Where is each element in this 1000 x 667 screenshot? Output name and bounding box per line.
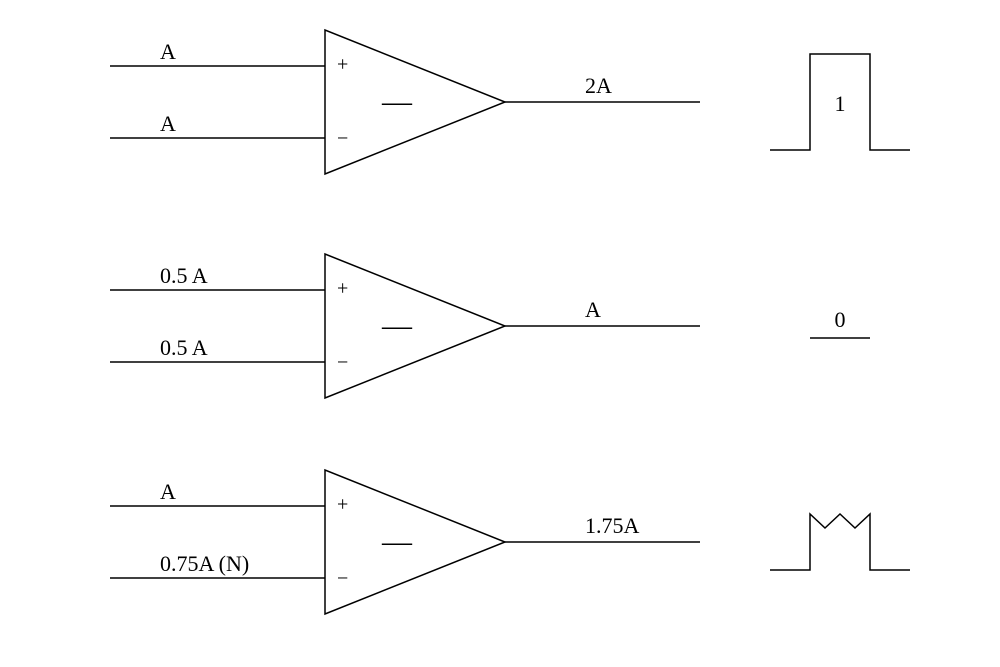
output-label: A [585,297,601,322]
op-symbol: — [381,309,413,342]
waveform-label: 1 [835,91,846,116]
input-top-label: 0.5 A [160,263,208,288]
input-bottom-label: 0.75A (N) [160,551,249,576]
op-symbol: — [381,525,413,558]
opamp-triangle [325,30,505,174]
waveform-label: 0 [835,307,846,332]
input-bottom-label: 0.5 A [160,335,208,360]
waveform-noisy-pulse [770,514,910,570]
input-top-label: A [160,479,176,504]
output-label: 2A [585,73,612,98]
plus-terminal: + [337,494,348,516]
input-bottom-label: A [160,111,176,136]
minus-terminal: − [337,352,348,374]
minus-terminal: − [337,128,348,150]
opamp-triangle [325,254,505,398]
minus-terminal: − [337,568,348,590]
input-top-label: A [160,39,176,64]
diagram-canvas: A A + − — 2A 1 0.5 A 0.5 A + − — A 0 A 0.75A (N) + − — 1.75… [0,0,1000,667]
op-symbol: — [381,85,413,118]
plus-terminal: + [337,278,348,300]
plus-terminal: + [337,54,348,76]
opamp-triangle [325,470,505,614]
output-label: 1.75A [585,513,640,538]
